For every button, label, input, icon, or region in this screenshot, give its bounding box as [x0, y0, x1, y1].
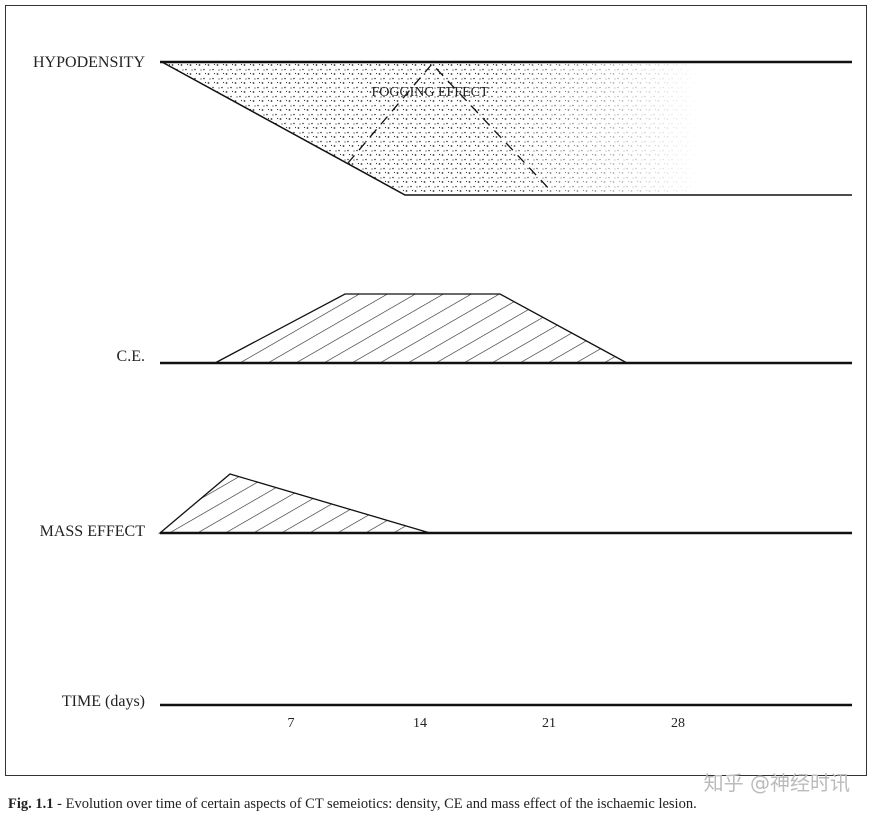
time-tick-label: 7	[288, 716, 295, 731]
frame	[5, 5, 867, 776]
hatched-area	[214, 293, 628, 364]
hatched-area	[158, 473, 431, 534]
tick-group: 7 14 21 28	[288, 716, 686, 731]
fogging-dash	[347, 63, 553, 193]
caption-figure: Fig. 1.1	[8, 796, 54, 812]
stipple-area	[162, 62, 700, 195]
row-label: MASS EFFECT	[40, 523, 146, 540]
time-tick-label: 28	[671, 716, 685, 731]
time-tick-label: 21	[542, 716, 556, 731]
row-label: HYPODENSITY	[33, 54, 145, 71]
caption-text: - Evolution over time of certain aspects…	[54, 796, 697, 812]
axis-label: TIME (days)	[62, 693, 145, 710]
watermark: 知乎 @神经时讯	[704, 771, 850, 795]
annotation: FOGGING EFFECT	[371, 85, 489, 100]
time-tick-label: 14	[413, 716, 427, 731]
caption: Fig. 1.1 - Evolution over time of certai…	[8, 796, 697, 812]
row-label: C.E.	[117, 348, 145, 365]
outline	[161, 61, 852, 196]
